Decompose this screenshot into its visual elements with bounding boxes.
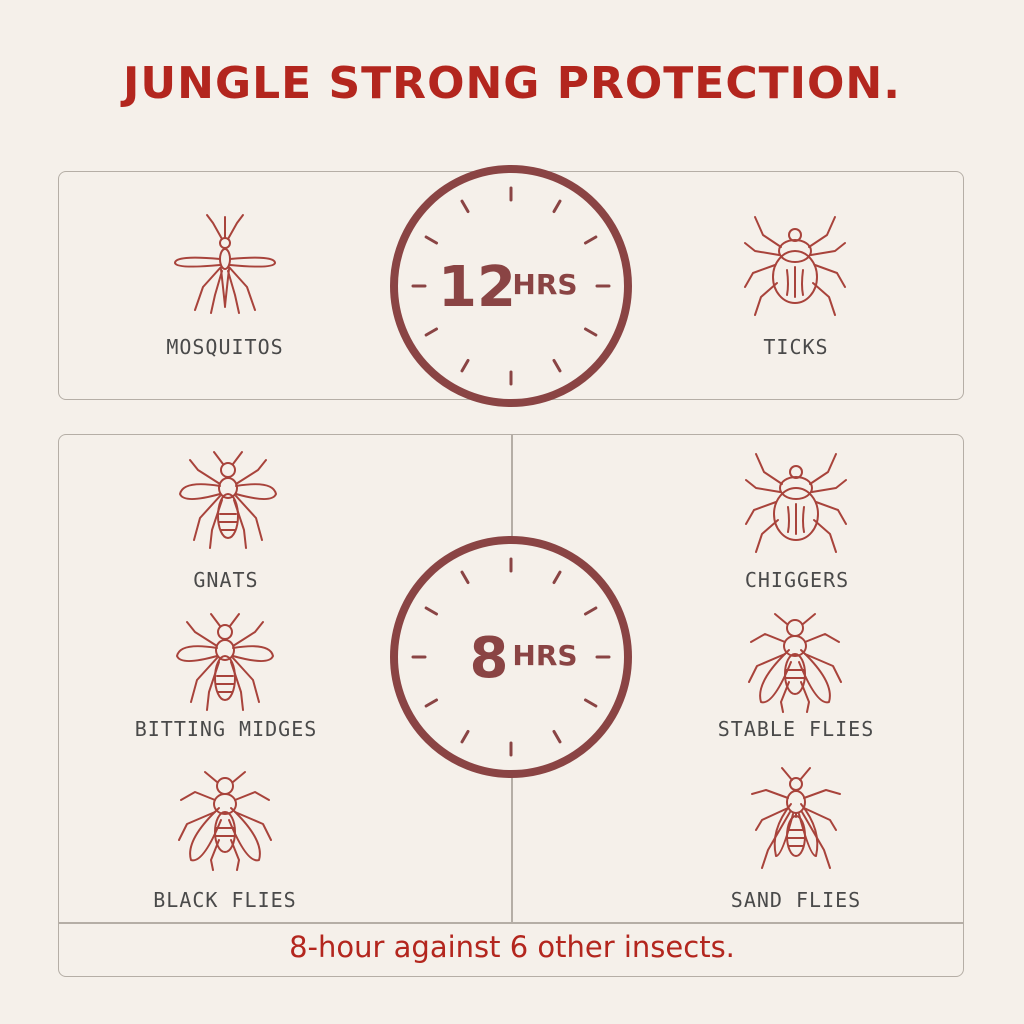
clock-number: 8	[470, 626, 509, 691]
insect-label-sand-flies: SAND FLIES	[730, 888, 862, 912]
midge-icon	[176, 613, 274, 711]
gnat-icon	[179, 451, 277, 549]
stable-fly-icon	[748, 613, 842, 713]
clock-unit: HRS	[512, 268, 577, 301]
insect-label-chiggers: CHIGGERS	[744, 568, 850, 592]
clock-tick	[583, 606, 598, 616]
clock-tick	[552, 199, 562, 214]
insect-label-ticks: TICKS	[763, 335, 829, 359]
page-title: JUNGLE STRONG PROTECTION.	[123, 58, 901, 109]
sand-fly-icon	[751, 767, 841, 869]
clock-tick	[424, 606, 439, 616]
clock-tick	[424, 235, 439, 245]
clock-tick	[460, 199, 470, 214]
mosquito-icon	[174, 214, 276, 314]
clock-tick	[552, 570, 562, 585]
clock-tick	[460, 570, 470, 585]
clock-8-hours: 8 HRS	[390, 536, 632, 778]
clock-tick	[460, 729, 470, 744]
clock-unit: HRS	[512, 639, 577, 672]
clock-tick	[552, 358, 562, 373]
insect-label-black-flies: BLACK FLIES	[153, 888, 297, 912]
insect-label-mosquitos: MOSQUITOS	[166, 335, 284, 359]
clock-tick	[583, 235, 598, 245]
chigger-icon	[745, 453, 847, 553]
footer-note: 8-hour against 6 other insects.	[289, 930, 735, 964]
tick-icon	[744, 216, 846, 316]
insect-label-gnats: GNATS	[193, 568, 259, 592]
clock-tick	[460, 358, 470, 373]
black-fly-icon	[178, 771, 272, 871]
insect-label-stable-flies: STABLE FLIES	[717, 717, 875, 741]
clock-12-hours: 12 HRS	[390, 165, 632, 407]
clock-tick	[424, 698, 439, 708]
clock-tick	[552, 729, 562, 744]
clock-tick	[424, 327, 439, 337]
clock-tick	[583, 698, 598, 708]
clock-tick	[583, 327, 598, 337]
clock-number: 12	[438, 255, 516, 320]
insect-label-bitting-midges: BITTING MIDGES	[134, 717, 318, 741]
divider-horizontal	[58, 922, 964, 924]
